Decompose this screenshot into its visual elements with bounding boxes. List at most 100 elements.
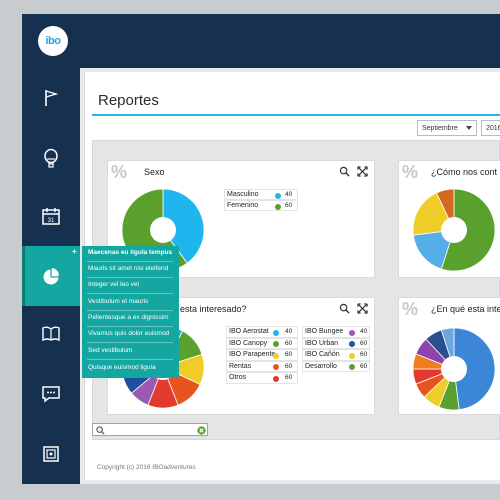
legend-label: IBO Aerostat <box>229 328 269 336</box>
sidebar-item-pie[interactable] <box>22 256 80 296</box>
pie-slice-1[interactable] <box>440 188 496 272</box>
legend-label: Rentas <box>229 362 252 370</box>
logo-text: ibo <box>45 35 62 47</box>
legend-value: 60 <box>360 339 368 347</box>
year-value: 2016 <box>486 124 500 132</box>
pie-slice-2[interactable] <box>412 229 455 270</box>
legend-label: IBO Bungee <box>305 328 344 336</box>
footer-copyright: Copyright (c) 2016 IBOadventures <box>97 464 196 471</box>
legend-color-dot <box>349 341 355 347</box>
sidebar-item-flag[interactable] <box>22 78 80 118</box>
legend-item[interactable]: IBO Aerostat 40 <box>226 326 298 338</box>
legend-label: IBO Parapente <box>229 351 276 359</box>
legend-color-dot <box>273 364 279 370</box>
card-percent-icon: % <box>402 162 419 182</box>
legend-color-dot <box>349 352 355 359</box>
legend-item[interactable]: Desarrollo 60 <box>302 360 370 372</box>
reports-popup-menu <box>82 246 179 378</box>
menu-item-8[interactable]: Quisque euismod ligula <box>88 364 156 371</box>
clear-icon[interactable] <box>197 425 206 435</box>
sidebar-item-balloon[interactable] <box>22 138 80 178</box>
legend-value: 40 <box>285 191 293 198</box>
legend-item[interactable]: Otros 60 <box>226 372 298 384</box>
legend-color-dot <box>349 329 355 336</box>
legend-value: 60 <box>360 351 368 359</box>
sidebar-item-safe[interactable] <box>22 434 80 474</box>
calendar-icon: 31 <box>42 208 60 225</box>
month-select[interactable]: Septiembre <box>417 120 477 136</box>
zoom-icon[interactable] <box>339 166 350 177</box>
ibo-logo[interactable]: ibo <box>38 26 68 56</box>
legend-item[interactable]: IBO Parapente 60 <box>226 349 298 361</box>
sidebar-item-chat[interactable] <box>22 374 80 414</box>
legend-color-dot <box>275 192 281 199</box>
como-pie-chart <box>412 188 496 272</box>
card-enque: % ¿En qué esta inte <box>398 297 500 415</box>
menu-separator <box>87 293 173 294</box>
legend-label: Otros <box>229 374 247 382</box>
search-icon <box>96 426 105 435</box>
menu-item-3[interactable]: Integer vel leo vel <box>88 281 139 288</box>
sidebar-item-calendar[interactable]: 31 <box>22 196 80 236</box>
legend-item[interactable]: Femenino 60 <box>224 200 298 211</box>
menu-item-4[interactable]: Vestibulum et mauris <box>88 298 149 305</box>
legend-value: 60 <box>285 374 293 382</box>
enque-pie-chart <box>412 327 496 411</box>
pie-slice-1[interactable] <box>453 327 496 411</box>
card-como: % ¿Cómo nos cont <box>398 160 500 278</box>
zoom-icon[interactable] <box>339 303 350 314</box>
legend-label: IBO Cañón <box>305 351 340 359</box>
month-value: Septiembre <box>422 124 458 132</box>
interes-legend-right: IBO Bungee 40 IBO Urban 60 IBO Cañón 60 Desarr… <box>302 326 370 372</box>
menu-separator <box>87 310 173 311</box>
legend-item[interactable]: IBO Bungee 40 <box>302 326 370 338</box>
legend-label: IBO Canopy <box>229 339 268 347</box>
safe-icon <box>43 446 59 462</box>
legend-value: 60 <box>285 202 293 209</box>
card-percent-icon: % <box>111 162 128 182</box>
card-title: ¿En qué esta inte <box>431 304 500 314</box>
expand-icon[interactable] <box>357 166 368 177</box>
search-input[interactable] <box>92 423 208 436</box>
legend-value: 60 <box>285 339 293 347</box>
menu-item-5[interactable]: Pellentesque a ex dignissim <box>88 314 169 321</box>
book-icon <box>42 326 60 342</box>
menu-separator <box>87 277 173 278</box>
sexo-legend: Masculino 40 Femenino 60 <box>224 189 298 213</box>
interes-legend-left: IBO Aerostat 40 IBO Canopy 60 IBO Parapente 6… <box>226 326 298 384</box>
flag-icon <box>45 90 59 106</box>
legend-label: Femenino <box>227 202 259 209</box>
active-strip <box>22 246 25 306</box>
legend-item[interactable]: Masculino 40 <box>224 189 298 200</box>
legend-item[interactable]: IBO Canopy 60 <box>226 337 298 349</box>
expand-icon[interactable] <box>357 303 368 314</box>
legend-value: 60 <box>285 351 293 359</box>
year-select[interactable]: 2016 <box>481 120 500 136</box>
legend-item[interactable]: Rentas 60 <box>226 360 298 372</box>
page-title: Reportes <box>98 92 159 109</box>
legend-value: 40 <box>360 328 368 336</box>
menu-plus-icon[interactable]: + <box>72 247 77 256</box>
menu-item-2[interactable]: Mauris sit amet nisi eleifend <box>88 265 169 272</box>
menu-item-1[interactable]: Maecenas eu ligula tempus <box>88 249 173 256</box>
menu-item-7[interactable]: Sed vestibulum <box>88 347 133 354</box>
legend-item[interactable]: IBO Urban 60 <box>302 337 370 349</box>
menu-separator <box>87 326 173 327</box>
legend-label: Masculino <box>227 191 259 198</box>
chevron-down-icon <box>466 126 472 130</box>
legend-value: 60 <box>360 362 368 370</box>
menu-item-6[interactable]: Vivamus quis dolor euismod <box>88 330 170 337</box>
donut-hole <box>441 217 467 243</box>
menu-separator <box>87 359 173 360</box>
chat-icon <box>42 386 60 403</box>
pie-slice-1[interactable] <box>162 188 205 264</box>
legend-value: 60 <box>285 362 293 370</box>
sidebar-item-book[interactable] <box>22 314 80 354</box>
pie-chart-icon <box>43 268 59 285</box>
balloon-icon <box>44 148 58 168</box>
top-header <box>22 14 500 68</box>
menu-separator <box>87 261 173 262</box>
card-percent-icon: % <box>402 299 419 319</box>
legend-item[interactable]: IBO Cañón 60 <box>302 349 370 361</box>
legend-color-dot <box>275 203 281 210</box>
